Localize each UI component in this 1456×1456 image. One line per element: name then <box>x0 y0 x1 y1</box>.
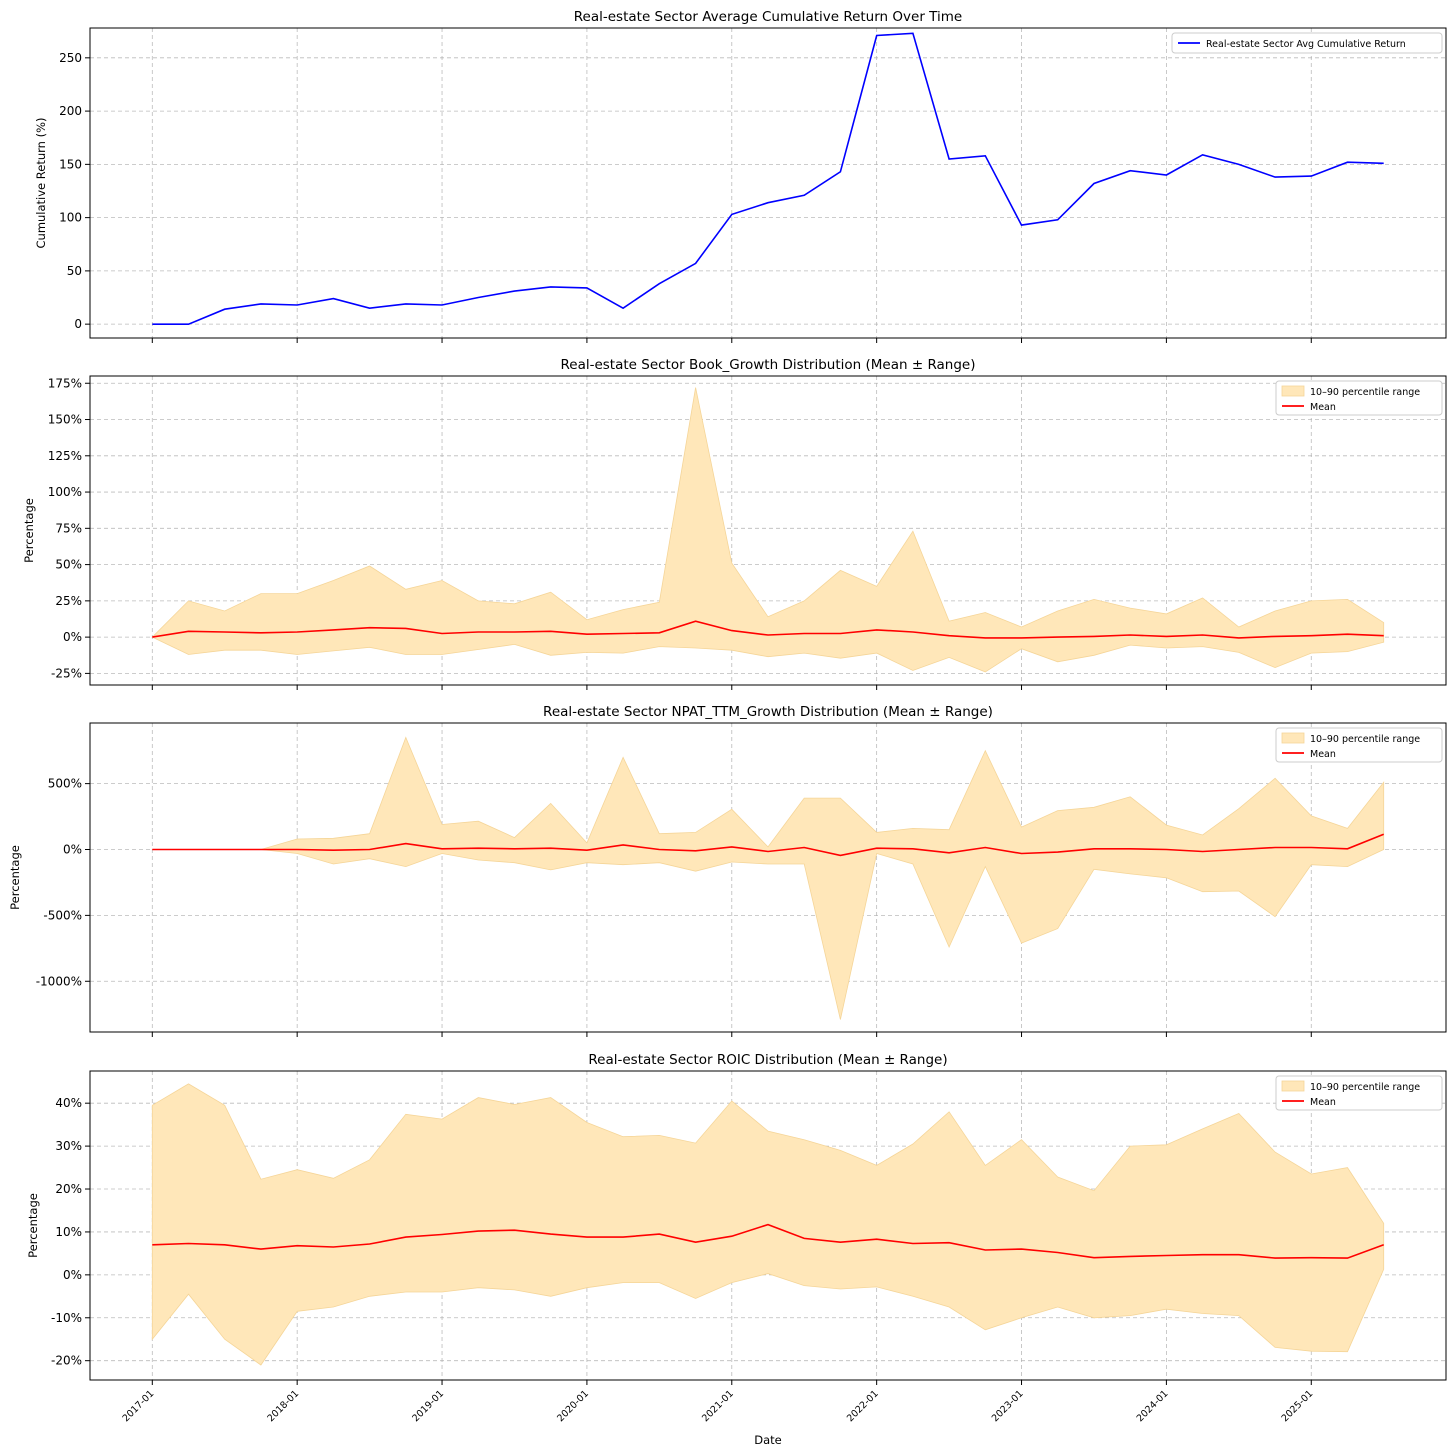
y-axis-title: Percentage <box>8 845 22 910</box>
y-tick-label: 10% <box>55 1225 82 1239</box>
legend-label: 10–90 percentile range <box>1310 387 1420 398</box>
legend-label: Mean <box>1310 402 1336 413</box>
legend-box <box>1275 380 1443 416</box>
chart-panel-4: -20% -10% 0% 10% 20% 30% 40% Real-estate Sector… <box>26 1052 1447 1385</box>
mean-line <box>152 1223 1384 1259</box>
y-tick-label: 40% <box>55 1096 82 1110</box>
legend-label: 10–90 percentile range <box>1310 1082 1420 1093</box>
y-tick-label: 30% <box>55 1139 82 1153</box>
cumulative-return-line <box>152 32 1384 326</box>
percentile-range-band <box>152 736 1385 1020</box>
legend-band-swatch <box>1281 732 1305 744</box>
legend-box <box>1171 32 1443 54</box>
y-tick-label: 50% <box>55 558 82 572</box>
y-tick-label: 100 <box>59 211 82 225</box>
legend-label: Mean <box>1310 1097 1336 1108</box>
y-tick-label: -10% <box>51 1311 82 1325</box>
legend-label: Mean <box>1310 749 1336 760</box>
chart-panel-1: 0 50 100 150 200 250 Real-estate Sector Averag… <box>34 9 1447 343</box>
y-tick-label: 0% <box>63 842 82 856</box>
plot-frame <box>89 375 1447 686</box>
chart-title: Real-estate Sector ROIC Distribution (Me… <box>588 1052 947 1068</box>
chart-panel-2: -25% 0% 25% 50% 75% 100% 125% 150% 175% Real-esta… <box>22 357 1447 690</box>
legend-box <box>1275 1075 1443 1111</box>
y-tick-label: -20% <box>51 1354 82 1368</box>
legend: 10–90 percentile range Mean <box>1275 727 1443 763</box>
chart-title: Real-estate Sector NPAT_TTM_Growth Distr… <box>543 704 993 720</box>
y-tick-label: -500% <box>43 908 82 922</box>
y-tick-label: 200 <box>59 104 82 118</box>
chart-panel-3: -1000% -500% 0% 500% Real-estate Sector NPAT… <box>8 704 1447 1037</box>
y-tick-label: 0% <box>63 1268 82 1282</box>
y-tick-label: 25% <box>55 594 82 608</box>
y-tick-label: 0% <box>63 630 82 644</box>
y-tick-label: 175% <box>48 376 82 390</box>
x-axis-title: Date <box>754 1433 782 1447</box>
y-tick-label: -1000% <box>36 974 82 988</box>
y-axis-title: Cumulative Return (%) <box>34 117 48 248</box>
chart-title: Real-estate Sector Book_Growth Distribut… <box>560 357 975 373</box>
mean-line <box>152 833 1384 857</box>
y-axis-title: Percentage <box>26 1193 40 1258</box>
y-tick-label: -25% <box>51 666 82 680</box>
legend: Real-estate Sector Avg Cumulative Return <box>1171 32 1443 54</box>
legend-label: 10–90 percentile range <box>1310 734 1420 745</box>
y-tick-label: 50 <box>67 264 82 278</box>
y-tick-label: 150% <box>48 413 82 427</box>
legend-band-swatch <box>1281 385 1305 397</box>
y-tick-label: 150 <box>59 157 82 171</box>
y-tick-label: 125% <box>48 449 82 463</box>
panels: 0 50 100 150 200 250 Real-estate Sector Averag… <box>8 9 1447 1385</box>
plot-frame <box>89 1070 1447 1381</box>
legend: 10–90 percentile range Mean <box>1275 380 1443 416</box>
mean-line <box>152 620 1384 639</box>
y-axis-title: Percentage <box>22 498 36 563</box>
legend-band-swatch <box>1281 1080 1305 1092</box>
plot-frame <box>89 27 1447 339</box>
chart-title: Real-estate Sector Average Cumulative Re… <box>574 9 962 25</box>
y-tick-label: 500% <box>48 777 82 791</box>
y-tick-label: 0 <box>74 317 82 331</box>
y-tick-label: 100% <box>48 485 82 499</box>
legend-label: Real-estate Sector Avg Cumulative Return <box>1206 39 1406 50</box>
legend: 10–90 percentile range Mean <box>1275 1075 1443 1111</box>
legend-box <box>1275 727 1443 763</box>
percentile-range-band <box>151 387 1385 673</box>
y-tick-label: 20% <box>55 1182 82 1196</box>
y-tick-label: 75% <box>55 521 82 535</box>
y-tick-label: 250 <box>59 51 82 65</box>
plot-frame <box>89 722 1447 1033</box>
